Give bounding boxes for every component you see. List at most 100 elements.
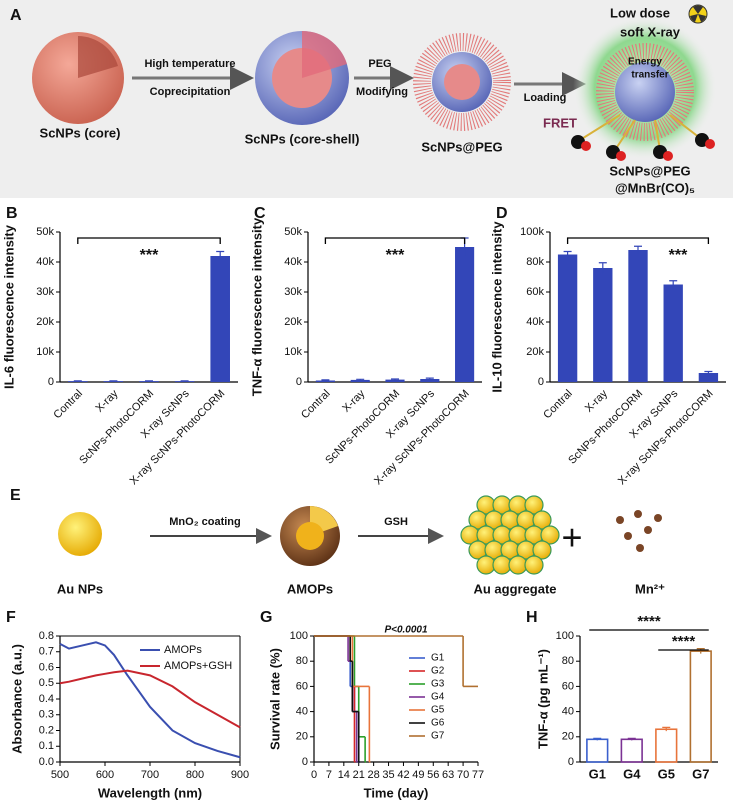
bar [350,379,370,382]
legend-label: AMOPs [164,644,202,656]
x-tick-label: X-ray [340,387,367,414]
y-tick-label: 0.5 [39,677,54,689]
legend-label: G1 [431,653,445,664]
y-tick-label: 40k [284,256,302,268]
error-bar [391,378,399,381]
x-tick-label: X-ray [94,387,121,414]
error-bar [321,379,330,382]
error-bar [425,377,434,380]
y-axis-label: IL-10 fluorescence intensity [489,221,504,393]
annotation: P<0.0001 [384,625,428,636]
error-bar [216,250,225,261]
error-bar [704,370,713,375]
decoration [524,495,544,515]
decoration [540,525,560,545]
label: MnO₂ coating [169,516,241,528]
error-bar [180,380,189,382]
y-tick-label: 0.6 [39,661,54,673]
y-tick-label: 20k [284,316,302,328]
legend-label: G5 [431,705,445,716]
error-bar [593,737,602,741]
y-tick-label: 0.8 [39,630,54,642]
label: PEG [368,58,391,70]
x-tick-label: 7 [326,769,332,781]
x-tick-label: G4 [623,766,641,781]
line [59,669,241,729]
y-tick-label: 40 [296,706,308,718]
x-tick-label: X-ray [583,387,610,414]
label: Loading [524,92,567,104]
bar [455,247,475,382]
label: soft X-ray [620,24,681,39]
panel-letter: H [526,609,538,626]
y-axis-label: TNF-α (pg mL⁻¹) [535,649,550,749]
label: High temperature [144,58,235,70]
x-tick-label: 63 [442,769,454,781]
panel-letter: C [254,205,266,222]
y-tick-label: 30k [36,286,54,298]
x-tick-label: 600 [96,769,114,781]
label: Au NPs [57,581,103,596]
y-tick-label: 100k [520,226,544,238]
label: + [561,517,582,558]
y-tick-label: 0 [296,376,302,388]
panel-letter: E [10,487,21,504]
x-axis-label: Wavelength (nm) [98,785,202,800]
label: GSH [384,516,408,528]
label: AMOPs [287,581,333,596]
y-tick-label: 100 [290,630,308,642]
panel-letter: D [496,205,508,222]
error-bar [627,737,636,741]
legend-label: G6 [431,718,445,729]
y-tick-label: 0.1 [39,740,54,752]
y-tick-label: 100 [556,630,574,642]
y-tick-label: 0 [538,376,544,388]
bracket [77,237,221,244]
bar [139,381,159,382]
bar [663,284,683,382]
y-tick-label: 80 [296,655,308,667]
label: Mn²⁺ [635,581,665,596]
error-bar [662,726,671,732]
x-tick-label: 500 [51,769,69,781]
y-tick-label: 0.7 [39,646,54,658]
x-tick-label: 56 [427,769,439,781]
x-tick-label: 21 [353,769,365,781]
y-axis-label: TNF-α fluorescence intensity [249,217,264,396]
y-tick-label: 0 [568,756,574,768]
x-tick-label: 0 [311,769,317,781]
y-tick-label: 30k [284,286,302,298]
y-tick-label: 20k [36,316,54,328]
x-tick-label: 70 [457,769,469,781]
decoration [492,555,512,575]
panel-letter: A [10,7,22,24]
y-tick-label: 0 [48,376,54,388]
x-tick-label: 35 [382,769,394,781]
legend-label: AMOPs+GSH [164,660,232,672]
x-tick-label: 700 [141,769,159,781]
panel-letter: F [6,609,16,626]
y-tick-label: 50k [36,226,54,238]
error-bar [669,280,678,289]
bar [68,381,88,382]
annotation: **** [637,613,661,630]
error-bar [563,250,572,258]
x-tick-label: 900 [231,769,249,781]
y-tick-label: 60 [296,680,308,692]
label: transfer [631,70,668,81]
bar [698,373,719,382]
x-tick-label: G5 [658,766,675,781]
label: Energy [628,57,662,68]
annotation: **** [672,633,696,650]
label: Low dose [610,5,670,20]
annotation: *** [386,247,405,264]
line [59,641,241,759]
x-axis-label: Time (day) [364,785,429,800]
label: Au aggregate [473,581,556,596]
legend-label: G2 [431,666,445,677]
bracket [324,237,466,244]
error-bar [73,380,82,382]
y-axis-label: IL-6 fluorescence intensity [1,224,16,389]
label: ScNPs@PEG [421,139,502,154]
x-tick-label: G1 [589,766,606,781]
